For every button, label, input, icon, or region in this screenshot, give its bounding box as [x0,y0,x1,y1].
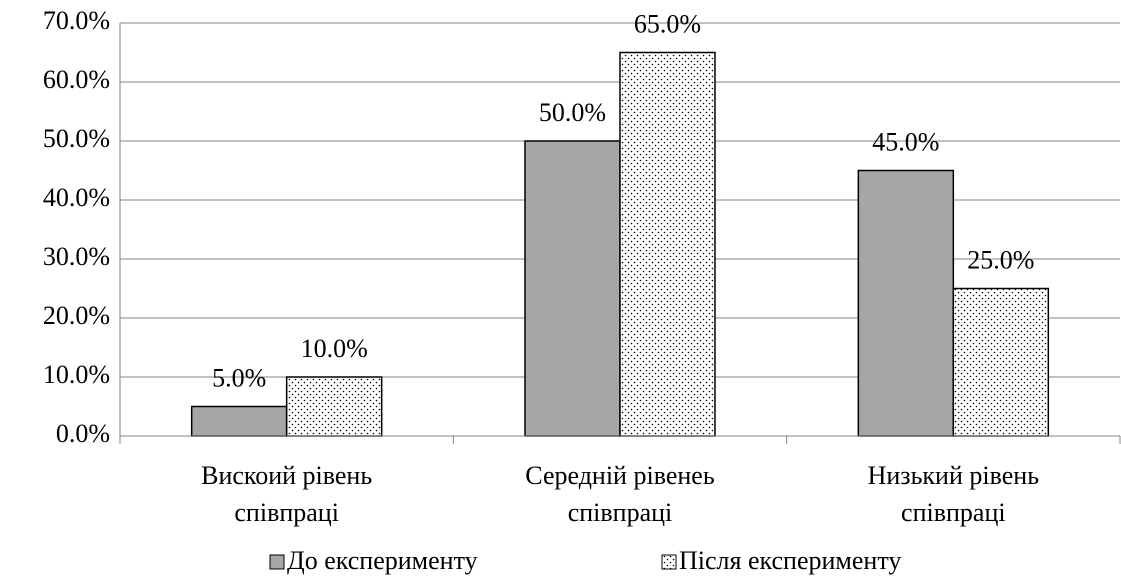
bar [619,51,716,437]
x-tick-label: співпраці [901,498,1006,527]
y-tick-label: 20.0% [43,301,110,330]
value-label: 5.0% [212,363,266,392]
y-tick-label: 70.0% [43,6,110,35]
bar [285,376,383,437]
y-tick-label: 60.0% [43,65,110,94]
bar [952,287,1050,437]
x-tick-label: Низький рівень [868,461,1040,490]
value-label: 65.0% [634,9,701,38]
value-label: 45.0% [872,127,939,156]
legend-swatch [269,554,285,570]
legend-label: Після експерименту [679,546,901,575]
bar [857,169,955,437]
y-tick-label: 30.0% [43,242,110,271]
x-tick-label: Середній рівенеь [525,461,715,490]
value-label: 25.0% [967,245,1034,274]
legend-label: До експерименту [287,546,478,575]
legend-swatch [661,554,677,570]
bar [524,140,621,437]
value-label: 50.0% [539,98,606,127]
x-tick-label: співпраці [234,498,339,527]
y-tick-label: 10.0% [43,360,110,389]
y-tick-label: 0.0% [56,419,110,448]
y-tick-label: 50.0% [43,124,110,153]
bar [190,405,288,437]
value-label: 10.0% [301,334,368,363]
x-tick-label: Вискоий рівень [201,461,372,490]
y-tick-label: 40.0% [43,183,110,212]
x-tick-label: співпраці [568,498,673,527]
